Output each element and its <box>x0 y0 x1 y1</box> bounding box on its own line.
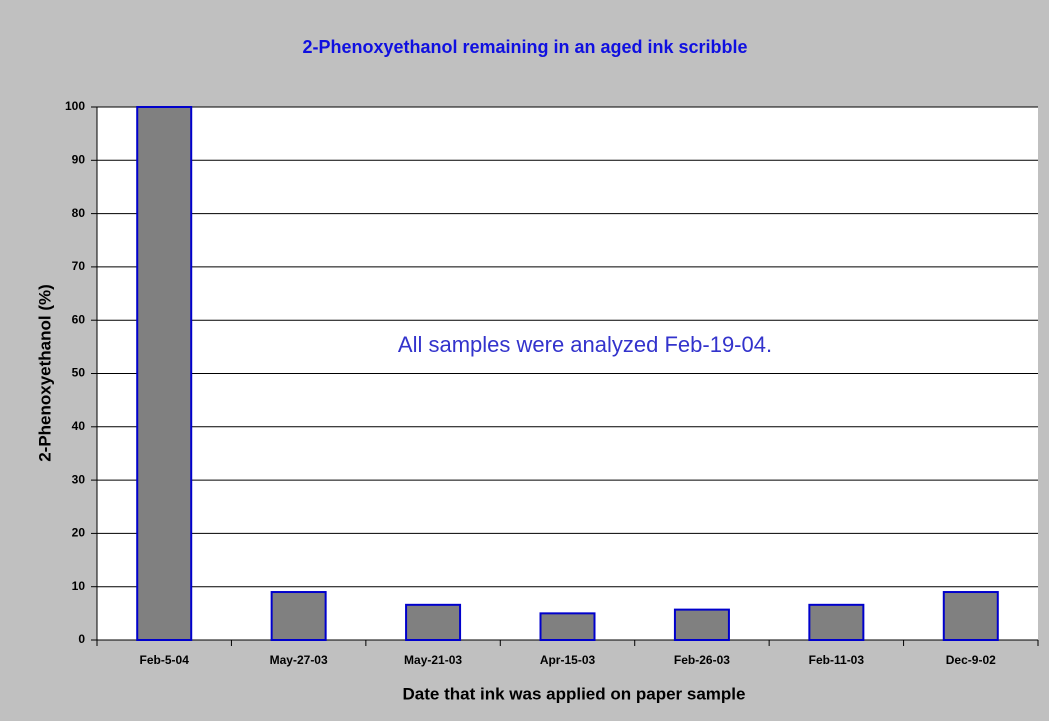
y-tick-label: 70 <box>72 259 86 273</box>
y-tick-label: 10 <box>72 579 86 593</box>
bar <box>673 608 730 642</box>
bar <box>808 603 865 642</box>
bar <box>539 612 596 641</box>
x-axis-label: Date that ink was applied on paper sampl… <box>403 684 746 703</box>
chart-title: 2-Phenoxyethanol remaining in an aged in… <box>302 37 747 57</box>
x-tick-label: Feb-11-03 <box>809 653 865 667</box>
y-tick-label: 50 <box>72 366 86 380</box>
x-tick-label: May-27-03 <box>270 653 328 667</box>
y-axis-label: 2-Phenoxyethanol (%) <box>35 284 54 462</box>
bar <box>136 106 193 641</box>
x-tick-label: Feb-5-04 <box>140 653 190 667</box>
annotation: All samples were analyzed Feb-19-04. <box>398 332 772 357</box>
y-tick-label: 90 <box>72 152 86 166</box>
y-tick-label: 40 <box>72 419 86 433</box>
x-tick-label: Dec-9-02 <box>946 653 996 667</box>
bar <box>405 603 462 642</box>
y-tick-label: 80 <box>72 206 86 220</box>
bar <box>942 591 999 642</box>
y-tick-label: 0 <box>78 632 85 646</box>
y-tick-label: 30 <box>72 472 86 486</box>
x-tick-label: Feb-26-03 <box>674 653 730 667</box>
x-tick-label: Apr-15-03 <box>540 653 596 667</box>
y-tick-label: 60 <box>72 312 86 326</box>
x-tick-label: May-21-03 <box>404 653 462 667</box>
bar <box>270 591 327 642</box>
y-tick-label: 20 <box>72 526 86 540</box>
y-tick-label: 100 <box>65 99 85 113</box>
